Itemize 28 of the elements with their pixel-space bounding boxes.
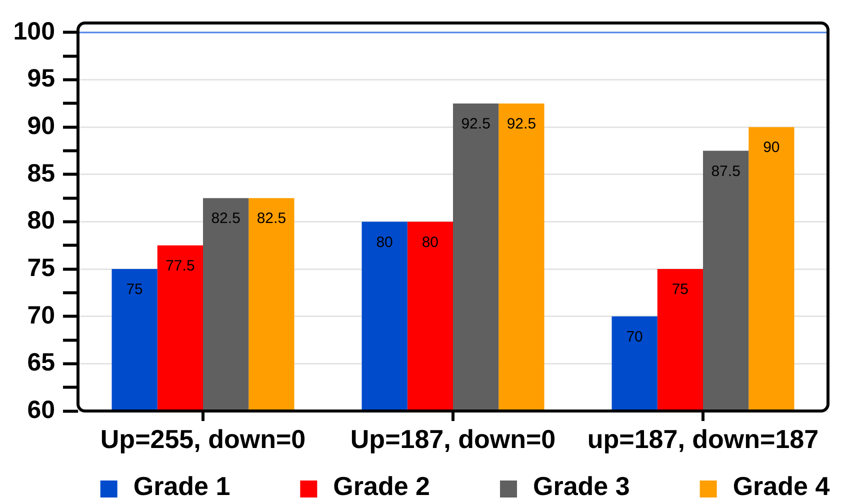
data-label: 75 <box>672 281 689 298</box>
data-label: 87.5 <box>711 162 740 180</box>
legend-label: Grade 4 <box>732 471 830 502</box>
data-label: 70 <box>626 328 643 346</box>
y-tick-label: 90 <box>27 112 55 140</box>
y-tick-label: 60 <box>27 396 55 424</box>
y-tick-label: 75 <box>27 254 56 282</box>
data-label: 82.5 <box>256 210 286 228</box>
x-tick-label: Up=255, down=0 <box>100 424 306 454</box>
data-label: 80 <box>376 234 393 251</box>
data-label: 77.5 <box>166 258 195 275</box>
y-tick-label: 85 <box>27 159 56 188</box>
legend-label: Grade 2 <box>333 471 430 502</box>
legend-label: Grade 3 <box>533 471 630 502</box>
data-label: 92.5 <box>461 116 490 133</box>
data-label: 75 <box>126 281 143 298</box>
legend-label: Grade 1 <box>133 471 230 502</box>
y-tick-label: 95 <box>27 64 56 93</box>
data-label: 90 <box>763 139 780 156</box>
y-tick-label: 100 <box>13 17 55 46</box>
x-tick-label: Up=187, down=0 <box>350 424 556 454</box>
data-label: 80 <box>422 234 439 251</box>
y-tick-label: 70 <box>27 301 55 330</box>
data-label: 82.5 <box>211 210 240 228</box>
y-tick-label: 80 <box>27 206 55 235</box>
y-tick-label: 65 <box>27 348 56 377</box>
x-tick-label: up=187, down=187 <box>587 424 819 454</box>
data-label: 92.5 <box>506 116 536 133</box>
